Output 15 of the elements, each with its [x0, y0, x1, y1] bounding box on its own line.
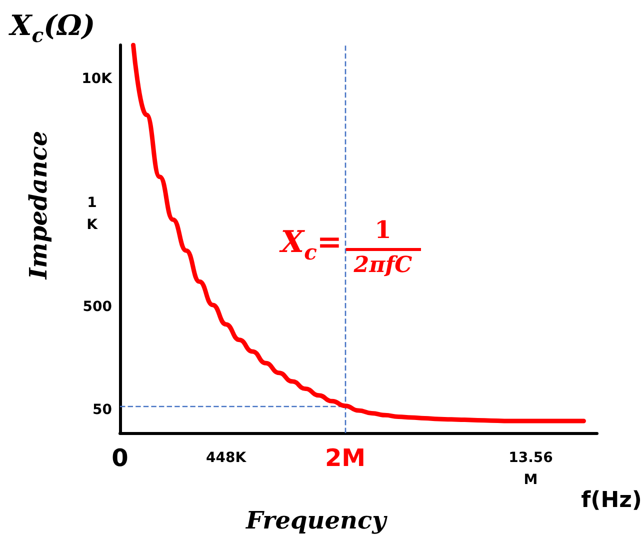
x-axis-title: Frequency	[244, 506, 388, 534]
text: 50	[92, 402, 112, 418]
text: X$_{c}$(Ω)	[10, 9, 96, 47]
x-tick-label: 2M	[324, 444, 366, 472]
annotation: X$_{c}$=	[280, 225, 342, 264]
x-tick-label: 0	[112, 444, 128, 472]
text: 500	[82, 299, 112, 315]
y-axis-title: Impedance	[24, 130, 52, 280]
x-tick-label: 448K	[206, 450, 248, 466]
text: f(Hz)	[581, 488, 642, 513]
text: 10K	[82, 71, 112, 87]
x-tick-label: 13.56M	[508, 450, 553, 488]
annotation: 1	[374, 215, 392, 244]
text: 1 K	[86, 194, 99, 236]
annotation: 2πfC	[354, 252, 412, 278]
